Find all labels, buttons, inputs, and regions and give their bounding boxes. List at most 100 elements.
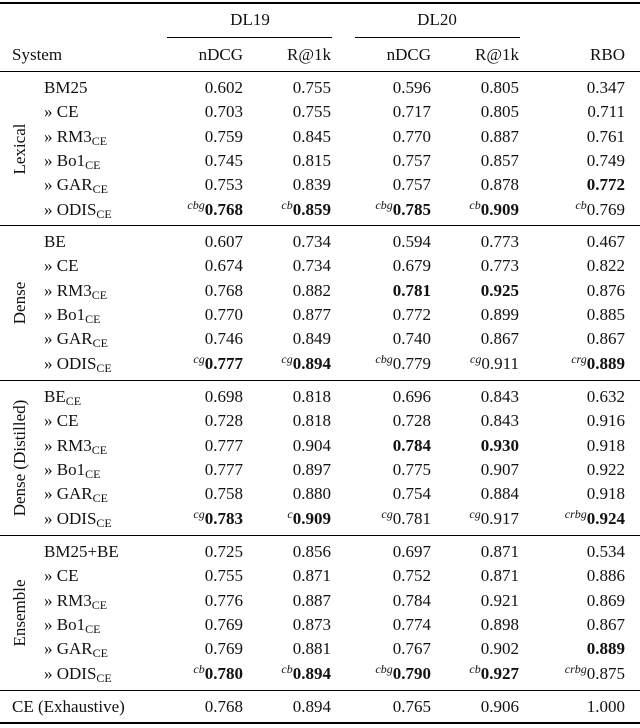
cell: cg0.911 bbox=[470, 351, 519, 374]
system-name: » GARCE bbox=[44, 639, 108, 659]
cell: 0.772 bbox=[587, 175, 625, 195]
system-base: » GAR bbox=[44, 175, 93, 195]
cell-value: 0.779 bbox=[392, 353, 431, 373]
cell: 0.773 bbox=[480, 232, 519, 251]
significance: cg bbox=[469, 506, 481, 521]
cell: 0.768 bbox=[204, 697, 243, 716]
cell: 0.759 bbox=[204, 126, 243, 146]
cell: 0.867 bbox=[586, 329, 625, 349]
system-name: » Bo1CE bbox=[44, 151, 100, 171]
system-sub: CE bbox=[85, 157, 101, 172]
significance: c bbox=[287, 506, 293, 521]
cell: 0.768 bbox=[204, 280, 243, 300]
cell: 0.711 bbox=[587, 102, 625, 122]
cell: 0.871 bbox=[292, 566, 331, 586]
system-sub: CE bbox=[92, 182, 108, 197]
significance: cbg bbox=[375, 661, 393, 676]
cell-value: 0.911 bbox=[481, 353, 519, 373]
cell: 0.347 bbox=[586, 78, 625, 97]
cell-value: 0.772 bbox=[586, 175, 625, 195]
significance: crbg bbox=[564, 661, 587, 676]
cell: 0.746 bbox=[204, 329, 243, 349]
system-base: » Bo1 bbox=[44, 614, 86, 634]
cell: cb0.927 bbox=[469, 661, 519, 684]
cell: 0.777 bbox=[204, 435, 243, 455]
cell: 0.749 bbox=[586, 150, 625, 170]
cell: 0.784 bbox=[393, 436, 431, 456]
system-name: » Bo1CE bbox=[44, 615, 100, 635]
system-sub: CE bbox=[65, 394, 82, 408]
cell-value: 0.889 bbox=[586, 353, 625, 373]
cell: cb0.909 bbox=[469, 199, 519, 220]
cell: cbg0.768 bbox=[187, 199, 243, 220]
significance: cbg bbox=[375, 197, 393, 212]
cell-value: 0.889 bbox=[586, 639, 625, 659]
system-sub: CE bbox=[92, 336, 108, 351]
cell: 0.881 bbox=[292, 639, 331, 659]
cell: 0.897 bbox=[292, 459, 331, 479]
significance: cb bbox=[469, 661, 481, 676]
group-rule bbox=[167, 37, 332, 38]
cell: 0.602 bbox=[204, 78, 243, 97]
cell: 0.632 bbox=[586, 387, 625, 406]
system-base: » GAR bbox=[44, 639, 93, 659]
cell: 0.845 bbox=[292, 126, 331, 146]
cell: 0.772 bbox=[392, 304, 431, 324]
rule bbox=[0, 71, 640, 72]
cell: 0.697 bbox=[392, 542, 431, 561]
cell-value: 0.783 bbox=[204, 508, 243, 528]
cell: 0.696 bbox=[392, 387, 431, 406]
cell: 0.725 bbox=[204, 542, 243, 561]
cell: 0.776 bbox=[204, 590, 243, 610]
cell: 0.899 bbox=[480, 304, 519, 324]
cell: 0.467 bbox=[586, 232, 625, 251]
cell: crg0.889 bbox=[571, 353, 625, 374]
cell: cg0.781 bbox=[381, 508, 431, 529]
cell-value: 0.875 bbox=[586, 663, 625, 683]
cell: 0.930 bbox=[481, 436, 519, 456]
cell-value: 0.768 bbox=[204, 199, 243, 219]
system-sub: CE bbox=[91, 133, 108, 148]
cell-value: 0.925 bbox=[480, 280, 519, 300]
significance: cb bbox=[193, 661, 205, 676]
cell: 0.805 bbox=[480, 78, 519, 97]
column-header: R@1k bbox=[475, 45, 519, 64]
system-name: » RM3CE bbox=[44, 436, 107, 456]
system-base: » ODIS bbox=[44, 353, 97, 373]
rule bbox=[0, 690, 640, 691]
cell: 0.754 bbox=[392, 484, 431, 504]
cell: 1.000 bbox=[586, 697, 625, 716]
cell: crbg0.875 bbox=[564, 661, 625, 684]
column-header: nDCG bbox=[198, 45, 243, 64]
cell: c0.909 bbox=[287, 506, 331, 529]
cell: 0.761 bbox=[586, 126, 625, 146]
cell: 0.728 bbox=[204, 411, 243, 431]
system-name: BM25+BE bbox=[44, 542, 119, 561]
cell: 0.839 bbox=[292, 175, 331, 195]
cell: 0.781 bbox=[393, 281, 431, 301]
cell: 0.534 bbox=[586, 542, 625, 561]
cell: 0.674 bbox=[204, 256, 243, 276]
cell: cg0.777 bbox=[193, 353, 243, 374]
cell: 0.843 bbox=[480, 387, 519, 406]
system-base: » GAR bbox=[44, 329, 93, 349]
cell: 0.679 bbox=[392, 256, 431, 276]
cell: 0.886 bbox=[586, 566, 625, 586]
cell: 0.818 bbox=[292, 387, 331, 406]
cell: 0.869 bbox=[586, 590, 625, 610]
cell: 0.904 bbox=[292, 435, 331, 455]
cell-value: 0.894 bbox=[292, 663, 331, 683]
cell: 0.822 bbox=[586, 256, 625, 276]
significance: cg bbox=[470, 351, 482, 366]
column-header: System bbox=[12, 45, 63, 64]
cell: 0.769 bbox=[204, 639, 243, 659]
system-base: » RM3 bbox=[44, 435, 92, 455]
cell: 0.907 bbox=[480, 459, 519, 479]
significance: cb bbox=[281, 197, 293, 212]
significance: cg bbox=[281, 351, 293, 366]
system-sub: CE bbox=[85, 466, 101, 481]
cell: 0.774 bbox=[392, 614, 431, 634]
section-label: Lexical bbox=[10, 123, 29, 175]
cell: 0.856 bbox=[292, 542, 331, 561]
column-header: nDCG bbox=[386, 45, 431, 64]
